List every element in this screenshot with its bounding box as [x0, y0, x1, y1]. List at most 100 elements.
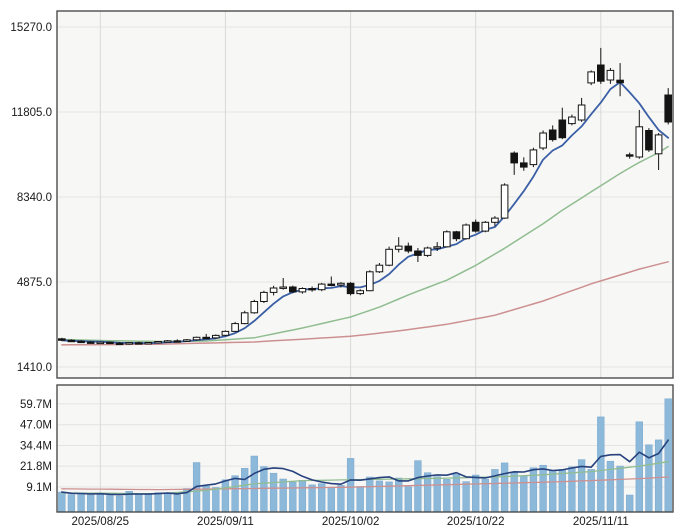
candle[interactable]	[481, 221, 490, 233]
candle[interactable]	[86, 341, 95, 344]
volume-bar[interactable]	[539, 464, 547, 512]
candle[interactable]	[115, 342, 124, 346]
candle[interactable]	[106, 341, 114, 345]
volume-bar[interactable]	[269, 472, 278, 512]
volume-bar[interactable]	[597, 416, 605, 512]
candle[interactable]	[298, 287, 307, 294]
candle[interactable]	[462, 223, 470, 240]
volume-bar[interactable]	[337, 485, 345, 512]
volume-bar[interactable]	[626, 494, 634, 512]
volume-bar[interactable]	[106, 495, 114, 512]
volume-bar[interactable]	[452, 474, 461, 512]
candle[interactable]	[202, 333, 210, 340]
candle[interactable]	[250, 299, 259, 314]
candle[interactable]	[269, 285, 278, 296]
volume-bar[interactable]	[462, 481, 470, 512]
volume-bar[interactable]	[298, 480, 307, 512]
candle[interactable]	[471, 219, 480, 233]
volume-bar[interactable]	[260, 466, 268, 512]
candle[interactable]	[625, 152, 634, 159]
volume-bar[interactable]	[279, 478, 287, 512]
candle[interactable]	[163, 340, 172, 343]
candle[interactable]	[568, 114, 576, 126]
volume-bar[interactable]	[346, 458, 355, 512]
volume-bar[interactable]	[433, 476, 441, 512]
candle[interactable]	[96, 341, 105, 345]
candle[interactable]	[77, 340, 85, 344]
candle[interactable]	[414, 248, 422, 262]
candle[interactable]	[443, 230, 451, 248]
candle[interactable]	[385, 246, 393, 267]
volume-bar[interactable]	[289, 481, 297, 512]
candle[interactable]	[212, 334, 220, 339]
candle[interactable]	[529, 147, 538, 168]
candle[interactable]	[135, 341, 143, 345]
candle[interactable]	[221, 330, 230, 337]
candle[interactable]	[356, 289, 364, 296]
candle[interactable]	[337, 282, 345, 288]
candle[interactable]	[260, 290, 268, 303]
candle[interactable]	[279, 278, 287, 290]
volume-bar[interactable]	[144, 493, 153, 512]
candle[interactable]	[491, 216, 499, 227]
candle[interactable]	[394, 237, 403, 253]
candle[interactable]	[173, 339, 182, 343]
candle[interactable]	[366, 270, 374, 292]
candle[interactable]	[423, 246, 432, 257]
candle[interactable]	[308, 286, 316, 292]
volume-bar[interactable]	[164, 493, 172, 512]
volume-bar[interactable]	[587, 469, 595, 512]
candle[interactable]	[375, 263, 384, 273]
volume-bar[interactable]	[395, 477, 403, 512]
candlestick-series[interactable]	[58, 47, 673, 346]
candle[interactable]	[510, 151, 518, 175]
candle[interactable]	[58, 337, 66, 341]
candle[interactable]	[125, 342, 134, 345]
candle[interactable]	[231, 321, 239, 333]
candle[interactable]	[539, 130, 547, 151]
volume-bar[interactable]	[154, 492, 162, 512]
candle[interactable]	[616, 63, 624, 97]
candle[interactable]	[144, 342, 153, 345]
volume-bar[interactable]	[231, 475, 239, 512]
volume-bar[interactable]	[558, 469, 566, 512]
candle[interactable]	[577, 97, 586, 122]
candle[interactable]	[520, 157, 528, 171]
volume-bar[interactable]	[96, 492, 104, 512]
volume-bar[interactable]	[308, 484, 316, 512]
volume-bar[interactable]	[549, 470, 557, 512]
volume-bar[interactable]	[221, 479, 230, 512]
candle[interactable]	[67, 339, 76, 343]
candle[interactable]	[664, 88, 673, 125]
volume-bar[interactable]	[472, 474, 480, 512]
volume-bar[interactable]	[404, 486, 412, 512]
volume-bar[interactable]	[77, 493, 85, 512]
volume-bar[interactable]	[366, 476, 374, 512]
volume-bar[interactable]	[356, 486, 364, 512]
candle[interactable]	[654, 133, 663, 170]
candle[interactable]	[548, 125, 557, 142]
candle[interactable]	[645, 128, 653, 152]
volume-bar[interactable]	[173, 494, 181, 512]
candle[interactable]	[500, 183, 509, 219]
volume-bar[interactable]	[664, 398, 672, 512]
candle[interactable]	[635, 109, 644, 159]
volume-bar[interactable]	[87, 494, 95, 512]
volume-bar[interactable]	[67, 494, 76, 512]
candle[interactable]	[192, 336, 201, 341]
candle[interactable]	[327, 276, 336, 287]
candle[interactable]	[317, 282, 326, 292]
volume-bar[interactable]	[241, 468, 249, 512]
candle[interactable]	[433, 242, 441, 251]
candle[interactable]	[452, 230, 461, 242]
candle[interactable]	[587, 70, 596, 86]
candle[interactable]	[183, 339, 191, 342]
volume-bar[interactable]	[115, 495, 124, 512]
volume-bar[interactable]	[500, 462, 509, 512]
volume-bar[interactable]	[58, 491, 66, 512]
volume-bar[interactable]	[520, 475, 528, 512]
candle[interactable]	[154, 341, 162, 344]
volume-bar[interactable]	[529, 467, 538, 512]
volume-bar[interactable]	[212, 487, 220, 512]
